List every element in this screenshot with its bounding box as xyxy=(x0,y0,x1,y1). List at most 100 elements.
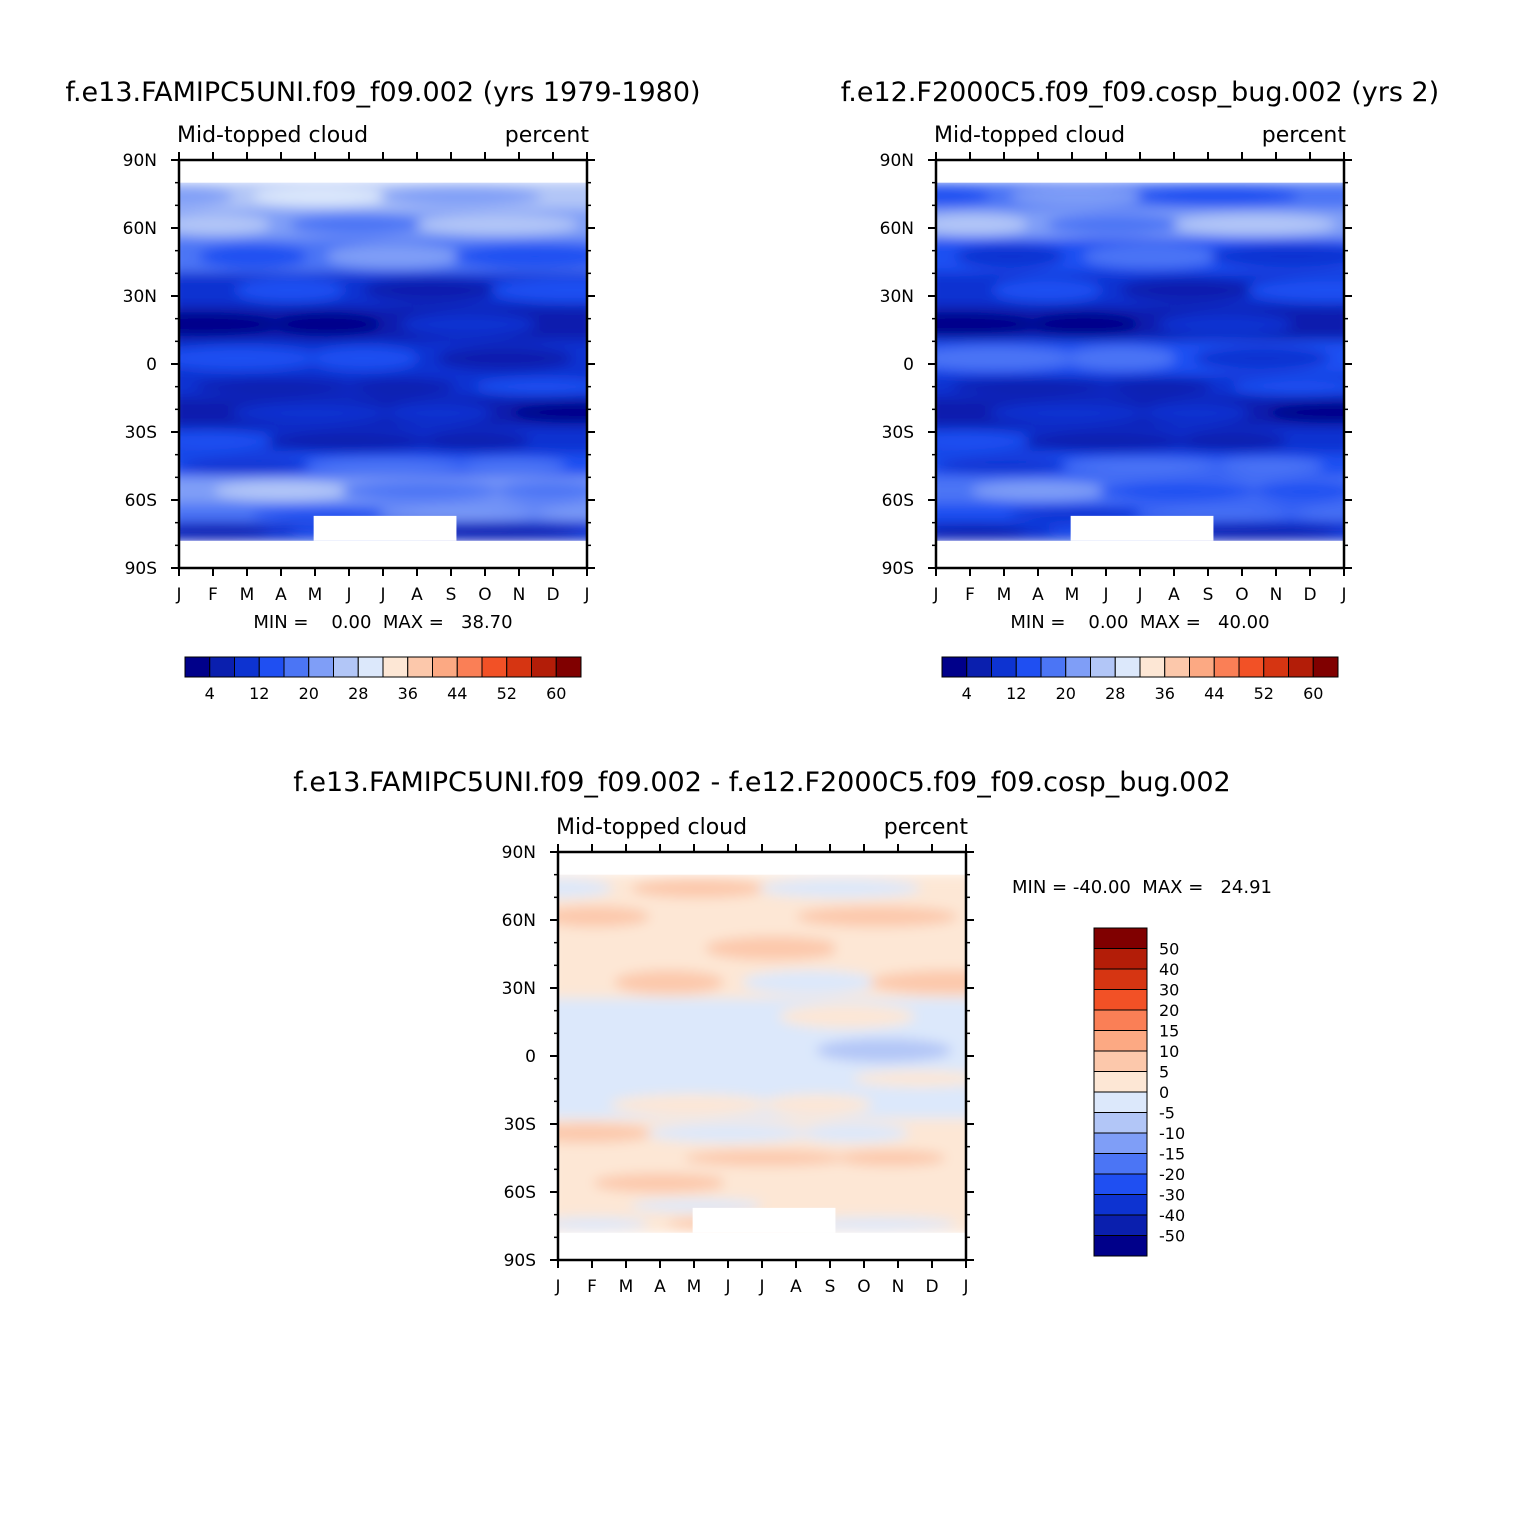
missing-data-south xyxy=(179,540,587,568)
data-variation xyxy=(289,214,425,235)
x-tick-label: O xyxy=(857,1277,870,1297)
y-tick-label: 60N xyxy=(880,219,914,239)
data-variation xyxy=(573,1070,735,1087)
y-tick-label: 0 xyxy=(525,1047,536,1067)
data-variation xyxy=(742,970,878,995)
data-variation xyxy=(400,312,536,337)
colorbar-swatch xyxy=(184,656,211,678)
x-tick-label: S xyxy=(1203,585,1214,605)
data-variation xyxy=(936,458,1070,474)
colorbar-swatch xyxy=(1093,1030,1148,1052)
data-variation xyxy=(1009,186,1145,206)
colorbar-label: 4 xyxy=(205,684,215,703)
data-variation xyxy=(853,1070,966,1087)
y-tick-label: 60S xyxy=(504,1183,536,1203)
data-variation xyxy=(1288,507,1344,520)
colorbar-swatch xyxy=(283,656,310,678)
data-variation xyxy=(417,214,579,235)
y-tick-label: 90S xyxy=(504,1251,536,1271)
data-variation xyxy=(1194,346,1330,371)
colorbar-swatch xyxy=(456,656,483,678)
colorbar-label: 60 xyxy=(546,684,566,703)
x-tick-label: J xyxy=(1102,585,1108,605)
data-variation xyxy=(910,1199,966,1212)
colorbar-label: 5 xyxy=(1159,1063,1169,1082)
colorbar-label: 28 xyxy=(348,684,368,703)
colorbar-swatch xyxy=(1238,656,1265,678)
y-tick-label: 60N xyxy=(123,219,157,239)
colorbar-swatch xyxy=(1139,656,1166,678)
data-variation xyxy=(454,244,587,269)
data-variation xyxy=(1046,214,1182,235)
data-variation xyxy=(268,431,430,451)
data-variation xyxy=(816,1038,952,1063)
data-variation xyxy=(558,1038,698,1063)
data-variation xyxy=(235,278,345,303)
colorbar-swatch xyxy=(209,656,235,678)
x-tick-label: A xyxy=(790,1277,802,1297)
colorbar-swatch xyxy=(382,656,409,678)
colorbar-swatch xyxy=(1114,656,1141,678)
x-tick-label: A xyxy=(411,585,423,605)
colorbar-swatch xyxy=(481,656,508,678)
colorbar-swatch xyxy=(234,656,260,678)
data-variation xyxy=(955,244,1065,269)
missing-data-south xyxy=(558,1232,966,1260)
colorbar-swatch xyxy=(506,656,532,678)
x-tick-label: J xyxy=(379,585,385,605)
y-tick-label: 30N xyxy=(880,287,914,307)
data-variation xyxy=(725,1070,835,1087)
data-variation xyxy=(1103,378,1213,395)
data-variation xyxy=(577,936,687,961)
missing-data-north xyxy=(558,852,966,875)
colorbar-swatch xyxy=(991,656,1017,678)
colorbar-swatch xyxy=(1040,656,1067,678)
data-variation xyxy=(705,936,841,961)
data-variation xyxy=(558,878,613,898)
data-variation xyxy=(1157,312,1293,337)
colorbar-swatch xyxy=(1093,1132,1148,1154)
data-variation xyxy=(214,481,350,501)
panel-title: f.e13.FAMIPC5UNI.f09_f09.002 - f.e12.F20… xyxy=(293,767,1230,798)
x-tick-label: F xyxy=(587,1277,597,1297)
data-variation xyxy=(988,402,1150,424)
x-tick-label: D xyxy=(1303,585,1316,605)
data-variation xyxy=(668,906,804,927)
colorbar-swatch xyxy=(1093,1050,1148,1072)
data-variation xyxy=(363,278,499,303)
data-variation xyxy=(936,431,1033,451)
x-tick-label: J xyxy=(932,585,938,605)
data-variation xyxy=(179,431,276,451)
units-label: percent xyxy=(505,123,590,148)
y-tick-label: 30N xyxy=(123,287,157,307)
panel-top-right: f.e12.F2000C5.f09_f09.cosp_bug.002 (yrs … xyxy=(841,77,1439,703)
data-variation xyxy=(795,1217,957,1231)
colorbar-swatch xyxy=(1093,1214,1148,1236)
data-variation xyxy=(1137,186,1299,206)
x-tick-label: A xyxy=(1168,585,1180,605)
panel-title: f.e12.F2000C5.f09_f09.cosp_bug.002 (yrs … xyxy=(841,77,1439,108)
colorbar-swatch xyxy=(555,656,582,678)
variable-label: Mid-topped cloud xyxy=(934,123,1125,148)
data-variation xyxy=(799,1123,909,1143)
panel-difference: f.e13.FAMIPC5UNI.f09_f09.002 - f.e12.F20… xyxy=(293,767,1272,1297)
y-tick-label: 60S xyxy=(882,491,914,511)
data-variation xyxy=(179,214,271,235)
colorbar-label: 50 xyxy=(1159,940,1179,959)
colorbar-label: 20 xyxy=(1159,1001,1179,1020)
data-variation xyxy=(1120,278,1256,303)
data-variation xyxy=(890,1094,966,1116)
data-variation xyxy=(1211,244,1344,269)
data-variation xyxy=(762,1094,872,1116)
data-variation xyxy=(1214,458,1324,474)
data-variation xyxy=(558,906,650,927)
x-tick-label: S xyxy=(825,1277,836,1297)
min-max-stats: MIN = 0.00 MAX = 40.00 xyxy=(1010,612,1269,633)
colorbar-swatch xyxy=(308,656,334,678)
x-tick-label: S xyxy=(446,585,457,605)
x-tick-label: J xyxy=(175,585,181,605)
colorbar-swatch xyxy=(1093,948,1148,970)
